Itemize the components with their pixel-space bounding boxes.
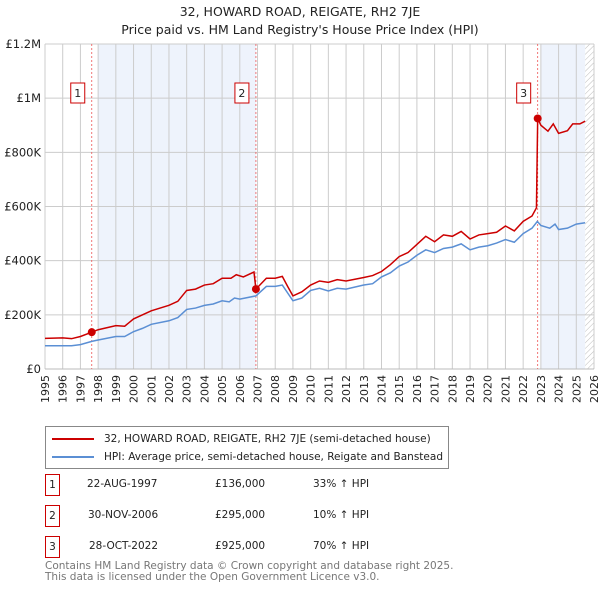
- legend: 32, HOWARD ROAD, REIGATE, RH2 7JE (semi-…: [45, 426, 449, 469]
- x-tick-label: 2025: [570, 375, 583, 403]
- sale-label-box: [234, 82, 250, 104]
- x-tick-label: 2006: [234, 375, 247, 403]
- x-tick-label: 2020: [482, 375, 495, 403]
- sale-point: [533, 114, 542, 123]
- y-tick-label: £200K: [4, 308, 41, 322]
- chart-title: 32, HOWARD ROAD, REIGATE, RH2 7JE: [179, 4, 421, 19]
- x-tick-label: 2016: [411, 375, 424, 403]
- sale-date: 22-AUG-1997: [87, 478, 158, 490]
- sale-hpi: 70% ↑ HPI: [313, 540, 370, 552]
- sale-point: [251, 285, 260, 294]
- sale-price: £925,000: [215, 540, 266, 552]
- sale-label: 3: [520, 87, 527, 100]
- x-tick-label: 2012: [340, 375, 353, 403]
- legend-item-hpi: HPI: Average price, semi-detached house,…: [52, 449, 443, 465]
- x-tick-label: 2018: [446, 375, 459, 403]
- x-tick-label: 2019: [464, 375, 477, 403]
- sale-label-box: [70, 82, 86, 104]
- y-tick-label: £0: [26, 362, 41, 376]
- x-tick-label: 2007: [252, 375, 265, 403]
- legend-item-property: 32, HOWARD ROAD, REIGATE, RH2 7JE (semi-…: [52, 431, 431, 447]
- x-tick-label: 2014: [375, 375, 388, 403]
- x-tick-label: 2009: [287, 375, 300, 403]
- x-tick-label: 2022: [517, 375, 530, 403]
- x-tick-label: 2005: [216, 375, 229, 403]
- x-tick-label: 2023: [535, 375, 548, 403]
- price-chart: 1995 1996 1997 1998 1999 2000 2001 2002 2003 2004…: [4, 37, 600, 403]
- x-tick-label: 2000: [128, 375, 141, 403]
- x-tick-label: 2024: [553, 375, 566, 403]
- y-tick-label: £400K: [4, 254, 41, 268]
- sale-marker: 2: [45, 505, 60, 527]
- sale-hpi: 33% ↑ HPI: [313, 478, 370, 490]
- sale-label: 1: [74, 87, 81, 100]
- x-tick-label: 1997: [74, 375, 87, 403]
- y-tick-label: £1M: [16, 91, 41, 105]
- legend-swatch-blue: [52, 456, 94, 458]
- x-tick-label: 2011: [322, 375, 335, 403]
- x-tick-label: 2013: [358, 375, 371, 403]
- sale-date: 30-NOV-2006: [88, 509, 159, 521]
- chart-subtitle: Price paid vs. HM Land Registry's House …: [121, 22, 479, 37]
- x-tick-label: 1996: [57, 375, 70, 403]
- sale-label-box: [516, 82, 532, 104]
- y-tick-label: £1.2M: [5, 37, 41, 51]
- x-tick-label: 1995: [39, 375, 52, 403]
- x-tick-label: 2003: [181, 375, 194, 403]
- x-tick-label: 2010: [305, 375, 318, 403]
- y-tick-label: £800K: [4, 145, 41, 159]
- x-tick-label: 2026: [588, 375, 600, 403]
- x-tick-label: 2002: [163, 375, 176, 403]
- x-tick-label: 1999: [110, 375, 123, 403]
- x-tick-label: 2015: [393, 375, 406, 403]
- legend-swatch-red: [52, 438, 94, 440]
- footer-licence: This data is licensed under the Open Gov…: [45, 571, 380, 583]
- sale-point: [87, 328, 96, 337]
- x-tick-label: 2004: [198, 375, 211, 403]
- sale-price: £136,000: [215, 478, 266, 490]
- sale-price: £295,000: [215, 509, 266, 521]
- y-tick-label: £600K: [4, 200, 41, 214]
- hpi-line: [45, 220, 586, 347]
- sale-hpi: 10% ↑ HPI: [313, 509, 370, 521]
- sale-marker: 1: [45, 474, 60, 496]
- x-tick-label: 2001: [145, 375, 158, 403]
- sale-date: 28-OCT-2022: [89, 540, 158, 552]
- x-tick-label: 2021: [499, 375, 512, 403]
- x-tick-label: 1998: [92, 375, 105, 403]
- footer-copyright: Contains HM Land Registry data © Crown c…: [45, 560, 454, 572]
- property-price-line: [44, 118, 586, 340]
- x-tick-label: 2008: [269, 375, 282, 403]
- sale-marker: 3: [45, 536, 60, 558]
- legend-label: 32, HOWARD ROAD, REIGATE, RH2 7JE (semi-…: [104, 433, 431, 445]
- legend-label: HPI: Average price, semi-detached house,…: [104, 451, 443, 463]
- sale-label: 2: [238, 87, 245, 100]
- x-tick-label: 2017: [429, 375, 442, 403]
